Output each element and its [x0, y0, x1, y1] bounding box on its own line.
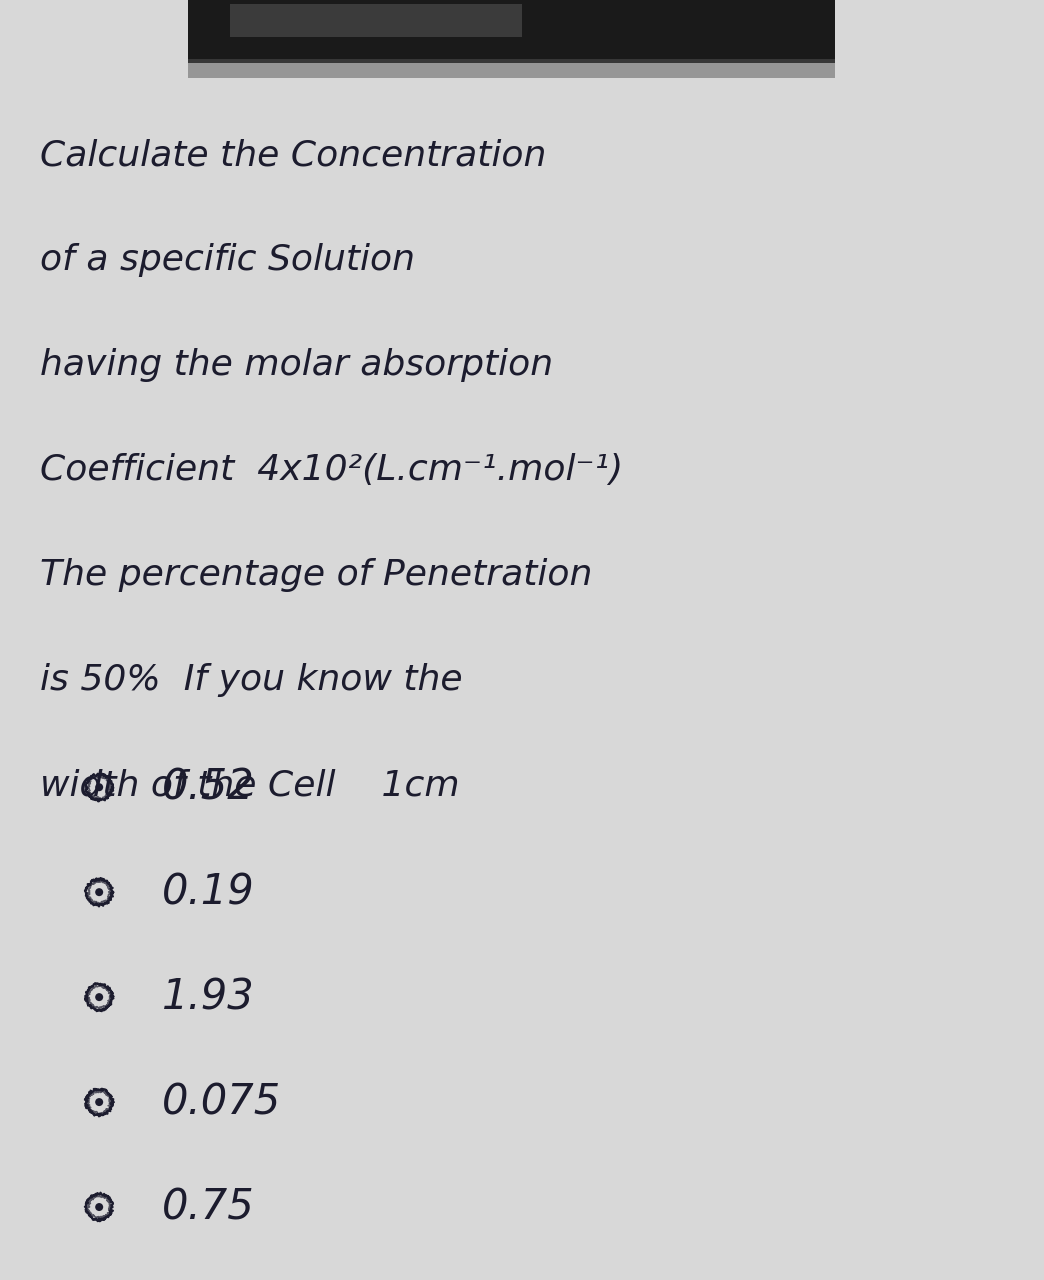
Text: Coefficient  4x10²(L.cm⁻¹.mol⁻¹): Coefficient 4x10²(L.cm⁻¹.mol⁻¹) — [40, 453, 623, 488]
Circle shape — [95, 993, 103, 1001]
Bar — [188, 59, 835, 78]
Text: Calculate the Concentration: Calculate the Concentration — [40, 138, 546, 173]
Circle shape — [95, 888, 103, 896]
Text: is 50%  If you know the: is 50% If you know the — [40, 663, 462, 698]
Text: of a specific Solution: of a specific Solution — [40, 243, 414, 278]
Text: 1.93: 1.93 — [162, 977, 255, 1018]
Text: having the molar absorption: having the molar absorption — [40, 348, 552, 383]
Text: 0.075: 0.075 — [162, 1082, 281, 1123]
Text: 0.19: 0.19 — [162, 872, 255, 913]
Bar — [188, 0, 835, 63]
Bar — [230, 4, 522, 37]
Text: The percentage of Penetration: The percentage of Penetration — [40, 558, 592, 593]
Circle shape — [95, 1203, 103, 1211]
Text: 0.75: 0.75 — [162, 1187, 255, 1228]
Circle shape — [95, 1098, 103, 1106]
Text: width of the Cell    1cm: width of the Cell 1cm — [40, 768, 459, 803]
Text: 0.52: 0.52 — [162, 767, 255, 808]
Circle shape — [95, 783, 103, 791]
